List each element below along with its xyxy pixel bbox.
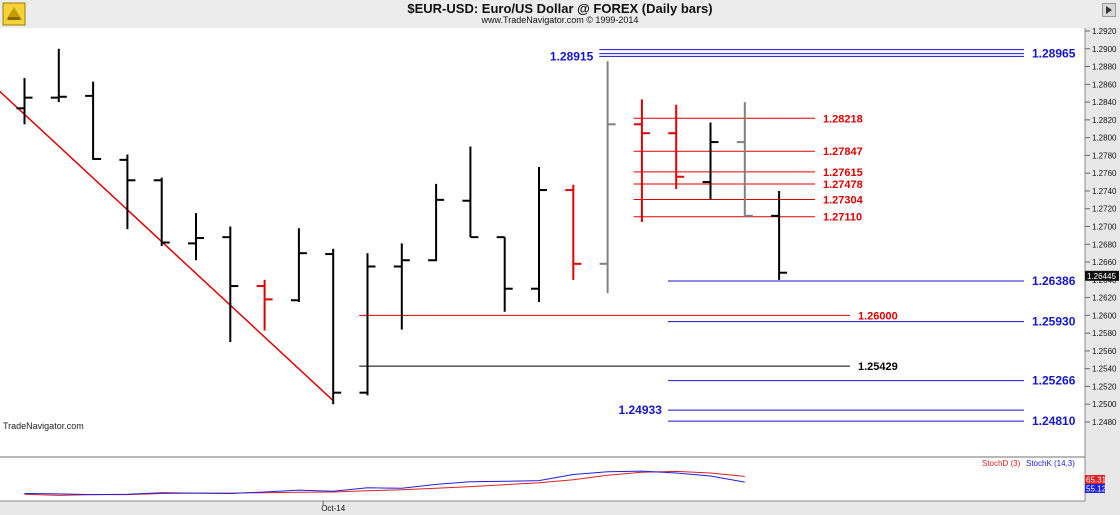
ohlc-bar xyxy=(222,226,239,343)
ohlc-bar xyxy=(153,177,170,247)
y-tick-label: 1.2900 xyxy=(1092,45,1117,54)
y-tick-label: 1.2580 xyxy=(1092,329,1117,338)
level-label: 1.27110 xyxy=(823,212,862,224)
stoch-d-value: 65.31 xyxy=(1086,476,1107,485)
ohlc-bar xyxy=(496,236,513,312)
ohlc-bar xyxy=(462,146,479,239)
stoch-k-value-box xyxy=(1085,484,1105,493)
stoch-series-line xyxy=(24,470,745,496)
chart-title: $EUR-USD: Euro/US Dollar @ FOREX (Daily … xyxy=(407,1,713,16)
y-tick-label: 1.2540 xyxy=(1092,365,1117,374)
ohlc-bar xyxy=(16,78,33,125)
ohlc-bar xyxy=(702,122,719,200)
price-panel xyxy=(0,28,1085,456)
level-label: 1.25930 xyxy=(1032,315,1076,329)
y-tick-label: 1.2480 xyxy=(1092,418,1117,427)
ohlc-bar xyxy=(428,183,445,262)
level-label: 1.28915 xyxy=(550,49,594,63)
y-tick-label: 1.2920 xyxy=(1092,27,1117,36)
y-tick-label: 1.2840 xyxy=(1092,98,1117,107)
y-tick-label: 1.2720 xyxy=(1092,205,1117,214)
y-tick-label: 1.2660 xyxy=(1092,258,1117,267)
stoch-series-line xyxy=(24,470,745,496)
y-tick-label: 1.2760 xyxy=(1092,169,1117,178)
ohlc-bar xyxy=(85,81,102,160)
level-label: 1.27615 xyxy=(823,167,863,179)
last-price-label: 1.26445 xyxy=(1087,272,1116,281)
ohlc-bar xyxy=(119,154,136,230)
time-axis: Oct-14Nov-14 xyxy=(321,501,346,513)
y-tick-label: 1.2780 xyxy=(1092,151,1117,160)
ohlc-bars xyxy=(16,48,788,405)
level-label: 1.24933 xyxy=(619,403,663,417)
y-tick-label: 1.2800 xyxy=(1092,134,1117,143)
x-tick-label: Oct-14 xyxy=(321,504,346,513)
level-label: 1.28218 xyxy=(823,113,863,125)
ohlc-bar xyxy=(325,248,342,405)
y-tick-label: 1.2740 xyxy=(1092,187,1117,196)
ohlc-bar xyxy=(599,61,616,294)
ohlc-bar xyxy=(188,213,204,261)
level-label: 1.25429 xyxy=(858,361,898,373)
y-tick-label: 1.2600 xyxy=(1092,311,1117,320)
y-tick-label: 1.2880 xyxy=(1092,63,1117,72)
price-axis: 1.2920 1.2900 1.2880 1.2860 1.2840 1.2820 1.28… xyxy=(1085,27,1119,427)
logo-icon xyxy=(2,2,26,26)
ohlc-bar xyxy=(393,243,410,330)
y-tick-label: 1.2700 xyxy=(1092,223,1117,232)
ohlc-bar xyxy=(256,279,273,331)
scroll-right-button[interactable] xyxy=(1102,3,1116,17)
title-bar xyxy=(0,0,1120,28)
y-tick-label: 1.2860 xyxy=(1092,80,1117,89)
level-label: 1.26386 xyxy=(1032,274,1076,288)
level-label: 1.25266 xyxy=(1032,374,1076,388)
level-label: 1.27847 xyxy=(823,146,863,158)
y-tick-label: 1.2820 xyxy=(1092,116,1117,125)
stoch-d-legend: StochD (3) xyxy=(982,459,1021,468)
ohlc-bar xyxy=(531,166,547,303)
last-price-box xyxy=(1085,270,1119,281)
y-tick-label: 1.2520 xyxy=(1092,382,1117,391)
ohlc-bar xyxy=(633,99,650,223)
watermark: TradeNavigator.com xyxy=(3,421,84,431)
stoch-k-legend: StochK (14,3) xyxy=(1026,459,1075,468)
y-tick-label: 1.2620 xyxy=(1092,294,1117,303)
ohlc-bar xyxy=(359,253,376,396)
level-label: 1.28965 xyxy=(1032,47,1076,61)
stoch-k-value: 55.12 xyxy=(1086,485,1107,494)
stoch-d-value-box xyxy=(1085,475,1105,484)
ohlc-bar xyxy=(771,190,788,280)
ohlc-bar xyxy=(50,48,67,103)
level-label: 1.24810 xyxy=(1032,414,1076,428)
level-label: 1.27478 xyxy=(823,179,863,191)
stochastic-lines xyxy=(24,470,745,496)
ohlc-bar xyxy=(565,184,582,280)
y-tick-label: 1.2560 xyxy=(1092,347,1117,356)
chart-subtitle: www.TradeNavigator.com © 1999-2014 xyxy=(481,15,639,25)
ohlc-bar xyxy=(736,102,753,217)
level-label: 1.27304 xyxy=(823,194,864,206)
level-lines: 1.28965 1.28915 1.28218 1.27847 1.276151.274… xyxy=(359,47,1076,428)
level-label: 1.26000 xyxy=(858,310,898,322)
ohlc-bar xyxy=(290,228,307,303)
y-tick-label: 1.2500 xyxy=(1092,400,1117,409)
ohlc-bar xyxy=(668,104,685,190)
y-tick-label: 1.2680 xyxy=(1092,240,1117,249)
